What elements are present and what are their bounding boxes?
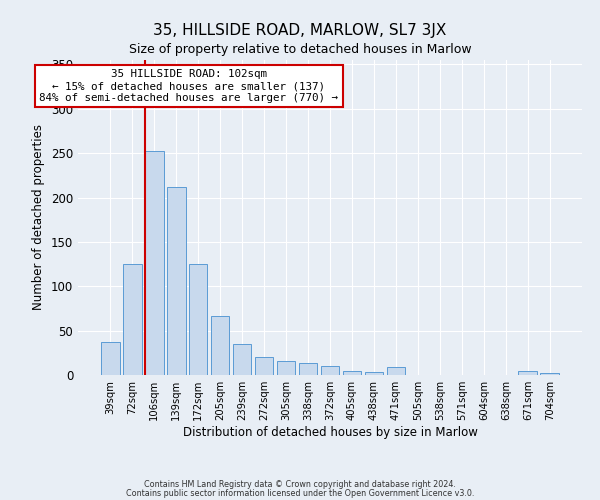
Bar	[343, 370, 361, 375]
Bar	[145, 150, 164, 375]
Bar	[320, 366, 340, 375]
Bar	[255, 358, 274, 375]
Y-axis label: Number of detached properties: Number of detached properties	[32, 124, 46, 310]
Text: Size of property relative to detached houses in Marlow: Size of property relative to detached ho…	[128, 42, 472, 56]
Text: Contains public sector information licensed under the Open Government Licence v3: Contains public sector information licen…	[126, 489, 474, 498]
Bar	[541, 373, 559, 375]
Bar	[386, 367, 405, 375]
Bar	[299, 364, 317, 375]
X-axis label: Distribution of detached houses by size in Marlow: Distribution of detached houses by size …	[182, 426, 478, 439]
Bar	[123, 264, 142, 375]
Bar	[518, 370, 537, 375]
Bar	[277, 361, 295, 375]
Bar	[101, 342, 119, 375]
Bar	[211, 316, 229, 375]
Bar	[365, 372, 383, 375]
Text: 35 HILLSIDE ROAD: 102sqm
← 15% of detached houses are smaller (137)
84% of semi-: 35 HILLSIDE ROAD: 102sqm ← 15% of detach…	[40, 70, 338, 102]
Bar	[189, 264, 208, 375]
Text: 35, HILLSIDE ROAD, MARLOW, SL7 3JX: 35, HILLSIDE ROAD, MARLOW, SL7 3JX	[154, 22, 446, 38]
Bar	[167, 187, 185, 375]
Bar	[233, 344, 251, 375]
Text: Contains HM Land Registry data © Crown copyright and database right 2024.: Contains HM Land Registry data © Crown c…	[144, 480, 456, 489]
